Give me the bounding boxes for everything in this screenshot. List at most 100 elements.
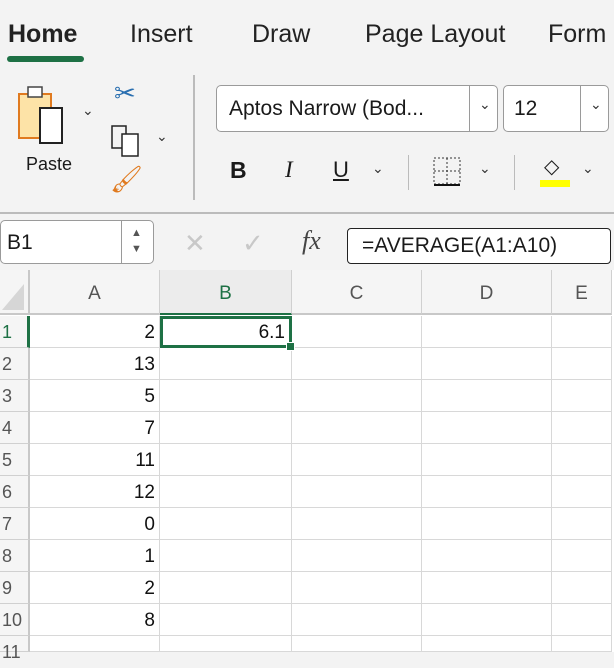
cell-E4[interactable] — [552, 412, 612, 444]
cell-D9[interactable] — [422, 572, 552, 604]
cell-A10[interactable]: 8 — [30, 604, 160, 636]
font-size-select[interactable]: 12 ⌄ — [503, 85, 609, 132]
name-box[interactable]: B1 ▲ ▼ — [0, 220, 154, 264]
cell-D6[interactable] — [422, 476, 552, 508]
cell-A4[interactable]: 7 — [30, 412, 160, 444]
row-header-6[interactable]: 6 — [0, 476, 30, 508]
fill-color-button[interactable]: ◇ — [538, 154, 572, 188]
cell-B8[interactable] — [160, 540, 292, 572]
cell-C11[interactable] — [292, 636, 422, 652]
cell-C2[interactable] — [292, 348, 422, 380]
cell-E3[interactable] — [552, 380, 612, 412]
italic-button[interactable]: I — [285, 157, 293, 182]
cell-E9[interactable] — [552, 572, 612, 604]
cell-D4[interactable] — [422, 412, 552, 444]
cell-D8[interactable] — [422, 540, 552, 572]
cell-C1[interactable] — [292, 316, 422, 348]
cell-C7[interactable] — [292, 508, 422, 540]
enter-icon[interactable]: ✓ — [242, 228, 264, 258]
cell-C4[interactable] — [292, 412, 422, 444]
cell-D11[interactable] — [422, 636, 552, 652]
cell-B5[interactable] — [160, 444, 292, 476]
cell-D3[interactable] — [422, 380, 552, 412]
cell-C8[interactable] — [292, 540, 422, 572]
row-header-2[interactable]: 2 — [0, 348, 30, 380]
cell-B4[interactable] — [160, 412, 292, 444]
font-name-select[interactable]: Aptos Narrow (Bod... ⌄ — [216, 85, 498, 132]
cell-B2[interactable] — [160, 348, 292, 380]
copy-icon[interactable] — [110, 124, 144, 158]
cell-A7[interactable]: 0 — [30, 508, 160, 540]
borders-chevron-down-icon[interactable]: ⌄ — [479, 160, 491, 176]
underline-chevron-down-icon[interactable]: ⌄ — [372, 160, 384, 176]
bold-button[interactable]: B — [230, 157, 247, 183]
cell-E6[interactable] — [552, 476, 612, 508]
cell-B9[interactable] — [160, 572, 292, 604]
cell-E7[interactable] — [552, 508, 612, 540]
column-header-C[interactable]: C — [292, 270, 422, 315]
cell-B10[interactable] — [160, 604, 292, 636]
fill-chevron-down-icon[interactable]: ⌄ — [582, 160, 594, 176]
cell-C9[interactable] — [292, 572, 422, 604]
formula-input[interactable]: =AVERAGE(A1:A10) — [347, 228, 611, 264]
row-header-11[interactable]: 11 — [0, 636, 30, 662]
column-header-A[interactable]: A — [30, 270, 160, 315]
cell-E8[interactable] — [552, 540, 612, 572]
paste-chevron-down-icon[interactable]: ⌄ — [82, 102, 94, 118]
cell-B6[interactable] — [160, 476, 292, 508]
tab-formulas[interactable]: Form — [548, 20, 607, 48]
borders-icon[interactable] — [432, 156, 464, 188]
column-header-B[interactable]: B — [160, 270, 292, 315]
cell-D5[interactable] — [422, 444, 552, 476]
function-icon[interactable]: fx — [302, 226, 321, 255]
copy-chevron-down-icon[interactable]: ⌄ — [156, 128, 168, 144]
cut-icon[interactable]: ✂ — [114, 78, 136, 108]
row-header-5[interactable]: 5 — [0, 444, 30, 476]
tab-home[interactable]: Home — [8, 20, 78, 48]
cell-D7[interactable] — [422, 508, 552, 540]
cell-C6[interactable] — [292, 476, 422, 508]
paste-button[interactable]: Paste — [16, 82, 78, 174]
cell-C10[interactable] — [292, 604, 422, 636]
cell-E11[interactable] — [552, 636, 612, 652]
row-header-7[interactable]: 7 — [0, 508, 30, 540]
cell-B1[interactable]: 6.1 — [160, 316, 295, 351]
column-header-D[interactable]: D — [422, 270, 552, 315]
row-header-8[interactable]: 8 — [0, 540, 30, 572]
row-header-1[interactable]: 1 — [0, 316, 30, 348]
cell-D1[interactable] — [422, 316, 552, 348]
fill-handle[interactable] — [286, 342, 295, 351]
format-painter-icon[interactable]: 🖌 — [110, 164, 144, 194]
row-header-10[interactable]: 10 — [0, 604, 30, 636]
tab-page-layout[interactable]: Page Layout — [365, 20, 506, 48]
cell-A5[interactable]: 11 — [30, 444, 160, 476]
select-all-corner[interactable] — [0, 270, 30, 315]
cell-C5[interactable] — [292, 444, 422, 476]
cancel-icon[interactable]: ✕ — [184, 228, 206, 258]
cell-A3[interactable]: 5 — [30, 380, 160, 412]
cell-A2[interactable]: 13 — [30, 348, 160, 380]
cell-D10[interactable] — [422, 604, 552, 636]
row-header-3[interactable]: 3 — [0, 380, 30, 412]
tab-draw[interactable]: Draw — [252, 20, 311, 48]
cell-A11[interactable] — [30, 636, 160, 652]
cell-C3[interactable] — [292, 380, 422, 412]
tab-insert[interactable]: Insert — [130, 20, 193, 48]
row-header-9[interactable]: 9 — [0, 572, 30, 604]
row-header-4[interactable]: 4 — [0, 412, 30, 444]
cell-B7[interactable] — [160, 508, 292, 540]
cell-A6[interactable]: 12 — [30, 476, 160, 508]
cell-E1[interactable] — [552, 316, 612, 348]
cell-E2[interactable] — [552, 348, 612, 380]
underline-button[interactable]: U — [333, 157, 349, 182]
cell-B11[interactable] — [160, 636, 292, 652]
cell-A1[interactable]: 2 — [30, 316, 160, 348]
stepper-icon[interactable]: ▲ ▼ — [131, 227, 142, 255]
cell-E5[interactable] — [552, 444, 612, 476]
cell-B3[interactable] — [160, 380, 292, 412]
cell-A9[interactable]: 2 — [30, 572, 160, 604]
cell-E10[interactable] — [552, 604, 612, 636]
cell-A8[interactable]: 1 — [30, 540, 160, 572]
column-header-E[interactable]: E — [552, 270, 612, 315]
cell-D2[interactable] — [422, 348, 552, 380]
